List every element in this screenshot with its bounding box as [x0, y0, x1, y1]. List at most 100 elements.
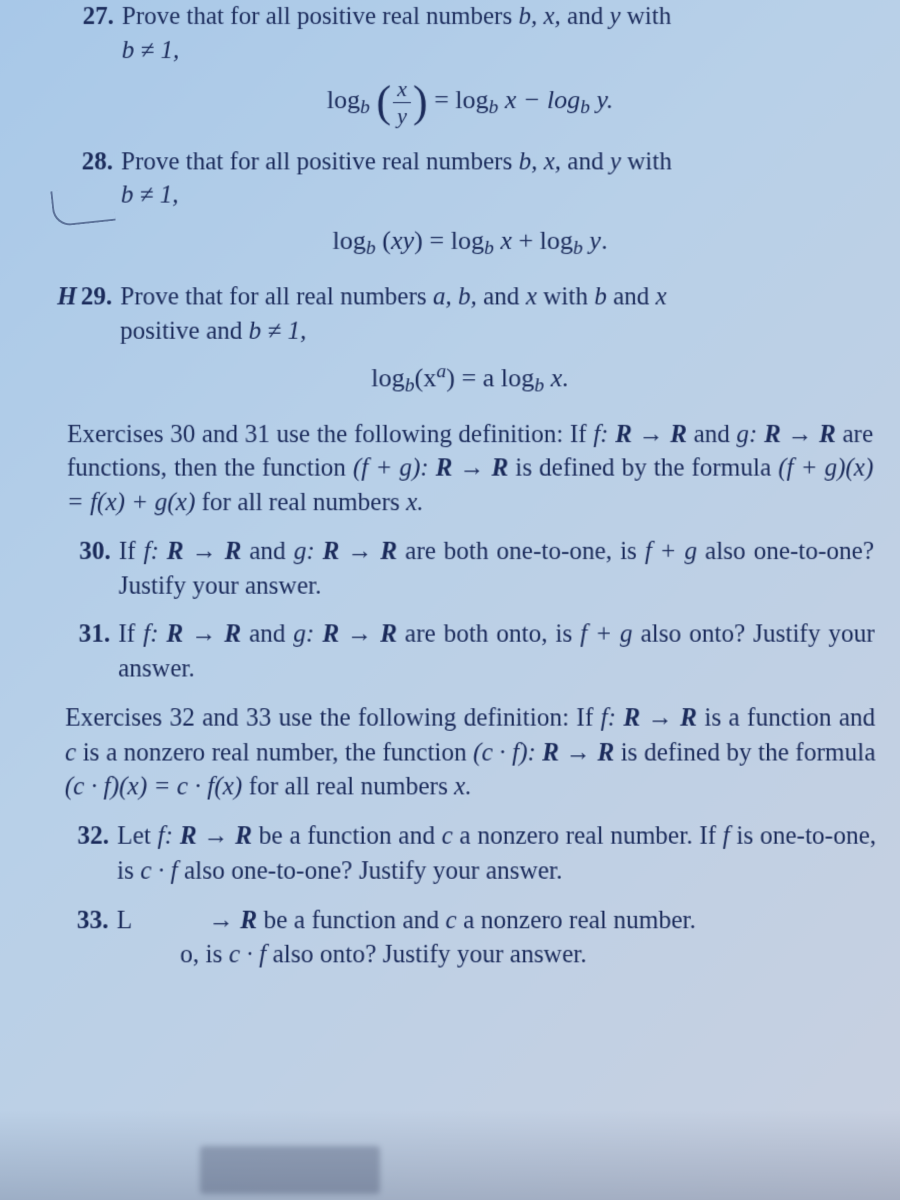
problem-number: H29. [68, 280, 112, 314]
var: y [610, 148, 621, 175]
instruction-30-31: Exercises 30 and 31 use the following de… [67, 417, 874, 520]
equation-28: logb (xy) = logb x + logb y. [68, 223, 872, 262]
cf: c · f [229, 941, 267, 969]
v: b ≠ 1, [249, 317, 307, 344]
text: Prove that for all positive real numbers [122, 3, 519, 30]
t: (x [415, 363, 437, 392]
problem-number: 33. [64, 903, 109, 938]
t: is defined by the formula [508, 455, 778, 482]
t: Exercises 32 and 33 use the following de… [65, 704, 600, 732]
problem-number: 30. [66, 535, 111, 569]
sub: b [580, 97, 590, 118]
problem-30: 30. If f: R → R and g: R → R are both on… [66, 535, 874, 604]
t: is defined by the formula [614, 739, 875, 767]
problem-number: 28. [69, 145, 113, 179]
t: with [537, 283, 594, 310]
t: be a function and [257, 906, 445, 934]
problem-text: If f: R → R and g: R → R are both onto, … [118, 618, 875, 687]
equation-27: logb (xy) = logb x − logb y. [69, 78, 871, 127]
formula: (c · f)(x) = c · f(x) [65, 773, 243, 801]
v: x [526, 283, 537, 310]
t: Prove that for all real numbers [120, 283, 433, 310]
t: ) = a log [446, 363, 534, 392]
cfRR: (c · f): R → R [473, 739, 614, 767]
v: a, b, [433, 283, 477, 310]
t: Exercises 30 and 31 use the following de… [67, 420, 593, 447]
fRR: f: R → R [143, 538, 241, 566]
vars: b, x, [519, 148, 562, 175]
t: If [119, 538, 144, 566]
problem-31: 31. If f: R → R and g: R → R are both on… [65, 618, 875, 687]
text: Prove that for all positive real numbers [121, 148, 519, 175]
t: and [241, 538, 293, 566]
t: = log [434, 85, 488, 114]
R: R [240, 906, 257, 934]
t: also one-to-one? Justify your answer. [178, 857, 563, 885]
page-curve-shadow [0, 1110, 900, 1200]
problem-32: 32. Let f: R → R be a function and c a n… [64, 819, 876, 888]
page-content: 27. Prove that for all positive real num… [0, 0, 900, 1018]
v: x. [454, 773, 472, 801]
t: and [607, 283, 656, 310]
text: and [561, 148, 610, 175]
v: x. [406, 489, 424, 516]
t: and [241, 621, 293, 649]
num: 29. [81, 283, 113, 310]
instruction-32-33: Exercises 32 and 33 use the following de… [65, 701, 876, 805]
t: log [371, 363, 404, 392]
t: o, is [180, 941, 229, 969]
problem-29: H29. Prove that for all real numbers a, … [67, 280, 873, 399]
t: positive and [120, 317, 249, 344]
t: Let [117, 822, 158, 850]
v: x [656, 283, 667, 310]
v: c [65, 739, 76, 767]
vars: b, x, [518, 3, 560, 30]
problem-33: 33. L → R be a function and c a nonzero … [64, 903, 878, 973]
t: → [202, 906, 240, 934]
t: is a nonzero real number, the function [76, 739, 473, 767]
log: log [327, 85, 360, 114]
t: x − log [498, 85, 580, 114]
fRR: f: R → R [593, 420, 687, 447]
var: y [609, 3, 620, 30]
line2: o, is c · f also onto? Justify your answ… [116, 938, 877, 973]
fRR: f: R → R [600, 704, 697, 732]
fpgRR: (f + g): R → R [353, 455, 508, 482]
t: also onto? Justify your answer. [266, 941, 587, 969]
t: If [118, 621, 143, 649]
condition: positive and b ≠ 1, [120, 314, 873, 348]
gRR: g: R → R [294, 538, 398, 566]
t: a nonzero real number. [457, 906, 696, 934]
frac-bot: y [393, 105, 411, 127]
sup: a [436, 361, 446, 382]
t: for all real numbers [242, 773, 454, 801]
text: and [561, 3, 610, 30]
t: and [477, 283, 526, 310]
fRR: f: R → R [143, 621, 241, 649]
sub: b [360, 97, 370, 118]
text: with [621, 148, 672, 175]
equation-29: logb(xa) = a logb x. [67, 359, 873, 399]
problem-text: If f: R → R and g: R → R are both one-to… [119, 535, 875, 604]
t: a nonzero real num­ber. If [453, 822, 723, 850]
fRR: f: R → R [158, 822, 253, 850]
gRR: g: R → R [293, 621, 397, 649]
t: x. [544, 363, 569, 392]
t: be a function and [252, 822, 441, 850]
h-prefix: H [57, 283, 77, 310]
v: c [442, 822, 453, 850]
sub: b [489, 97, 499, 118]
problem-text: Prove that for all positive real numbers… [122, 0, 870, 34]
fpg: f + g [580, 621, 633, 649]
t: are both onto, is [397, 621, 580, 649]
problem-28: 28. Prove that for all positive real num… [68, 145, 872, 262]
text: with [621, 3, 672, 30]
problem-text: Let f: R → R be a function and c a nonze… [117, 819, 877, 888]
problem-27: 27. Prove that for all positive real num… [69, 0, 871, 127]
condition: b ≠ 1, [121, 179, 872, 213]
problem-number: 31. [66, 618, 111, 652]
problem-number: 27. [70, 0, 114, 34]
cf: c · f [140, 857, 177, 885]
t: for all real numbers [195, 489, 406, 516]
v: c [446, 906, 457, 934]
